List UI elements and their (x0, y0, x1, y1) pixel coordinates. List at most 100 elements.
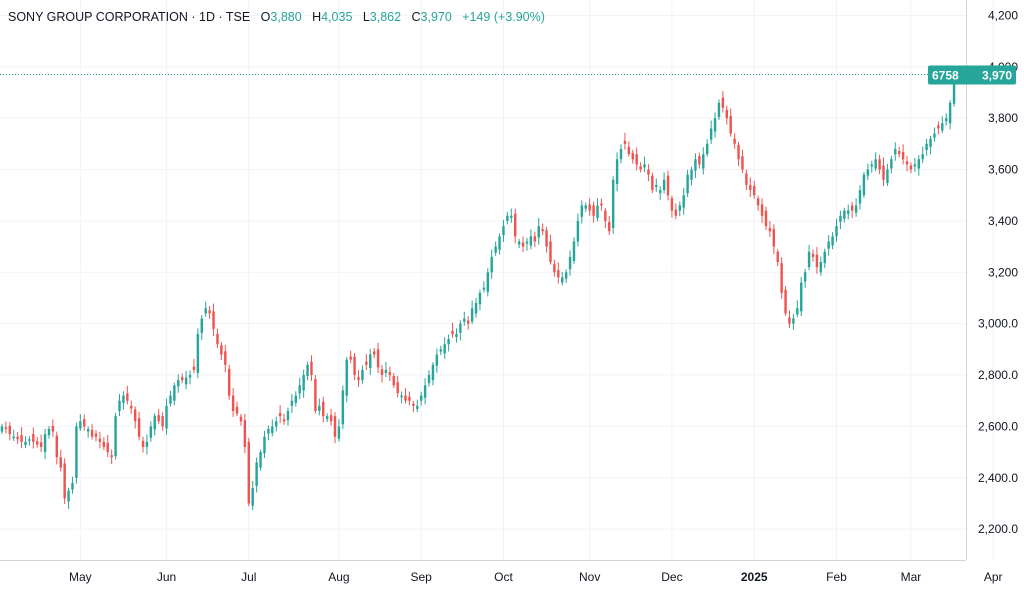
x-tick-label: Aug (328, 570, 349, 584)
candle-body (318, 405, 321, 412)
candle-body (282, 419, 286, 422)
candle-body (200, 318, 203, 333)
candle-body (376, 349, 380, 368)
candle-body (686, 174, 689, 194)
candle-body (388, 371, 392, 376)
candle-body (435, 354, 439, 366)
candle-body (854, 205, 858, 213)
candle-body (310, 361, 313, 376)
candle-body (114, 416, 117, 457)
x-tick-label: Dec (661, 570, 682, 584)
candle-body (933, 133, 936, 138)
candle-body (843, 210, 846, 219)
candle-body (580, 205, 584, 217)
candle-body (12, 436, 15, 439)
candle-body (79, 421, 82, 429)
candle-body (694, 159, 697, 171)
candle-body (835, 226, 838, 237)
candle-body (404, 395, 407, 401)
candle-body (122, 395, 125, 403)
candle-body (118, 400, 121, 412)
y-tick-label: 3,400 (988, 214, 1018, 228)
x-tick-label: 2025 (741, 570, 768, 584)
candle-body (721, 97, 725, 108)
candle-body (423, 385, 427, 398)
candle-body (886, 169, 889, 183)
x-tick-label: Oct (494, 570, 513, 584)
candle-body (329, 415, 333, 422)
candle-body (94, 433, 98, 437)
candle-body (447, 339, 450, 345)
candle-body (772, 229, 776, 247)
change-value: +149 (+3.90%) (462, 10, 545, 24)
candle-body (419, 395, 423, 401)
candle-body (811, 253, 815, 257)
candle-body (525, 241, 529, 244)
candle-body (4, 427, 8, 429)
candle-body (666, 175, 670, 196)
candle-body (506, 215, 509, 221)
candle-body (553, 264, 556, 273)
candle-body (764, 210, 768, 227)
candle-body (658, 190, 662, 194)
candle-body (643, 164, 646, 168)
candle-body (717, 102, 721, 118)
candle-body (259, 452, 262, 468)
open-label: O (260, 10, 271, 24)
candle-body (647, 169, 650, 175)
candle-body (537, 226, 540, 238)
candle-body (819, 262, 823, 273)
symbol-interval[interactable]: 1D (199, 10, 216, 24)
candle-body (47, 428, 51, 436)
candle-body (796, 308, 799, 315)
candle-body (815, 254, 819, 268)
candle-body (224, 351, 227, 365)
candle-body (161, 416, 164, 427)
candle-body (67, 490, 70, 502)
candle-body (384, 369, 388, 373)
candle-body (662, 179, 666, 191)
candle-body (733, 138, 736, 144)
candle-body (459, 323, 462, 333)
candle-body (807, 251, 811, 268)
candle-body (749, 184, 752, 191)
y-tick-label: 3,000.0 (978, 317, 1018, 331)
candle-body (944, 118, 948, 122)
candle-body (921, 154, 924, 160)
candle-body (678, 205, 681, 211)
y-tick-label: 3,600 (988, 163, 1018, 177)
candle-body (917, 159, 920, 169)
candle-body (173, 385, 176, 401)
candle-body (753, 185, 756, 196)
candle-body (541, 229, 544, 232)
candle-body (639, 166, 642, 170)
symbol-exchange: TSE (225, 10, 251, 24)
y-tick-label: 4,200 (988, 8, 1018, 22)
candle-body (760, 204, 764, 216)
candle-body (470, 308, 474, 322)
candle-body (216, 333, 219, 345)
x-tick-label: Apr (984, 570, 1003, 584)
candle-body (369, 354, 372, 368)
y-tick-label: 2,200.0 (978, 522, 1018, 536)
candle-body (564, 272, 568, 279)
candle-body (862, 174, 866, 196)
candle-body (682, 195, 685, 208)
low-label: L (362, 10, 370, 24)
candle-body (901, 152, 905, 160)
candle-body (905, 161, 909, 165)
candle-body (674, 209, 678, 216)
candle-body (709, 128, 713, 140)
candle-body (870, 164, 873, 167)
symbol-name[interactable]: SONY GROUP CORPORATION (8, 10, 188, 24)
last-price-tag: 6758 3,970 (928, 65, 1016, 85)
candle-body (635, 154, 638, 165)
candle-body (306, 364, 309, 377)
y-tick-label: 3,800 (988, 111, 1018, 125)
candle-body (627, 146, 631, 155)
candle-body (196, 333, 200, 373)
candle-body (557, 270, 560, 278)
candle-body (545, 230, 548, 247)
